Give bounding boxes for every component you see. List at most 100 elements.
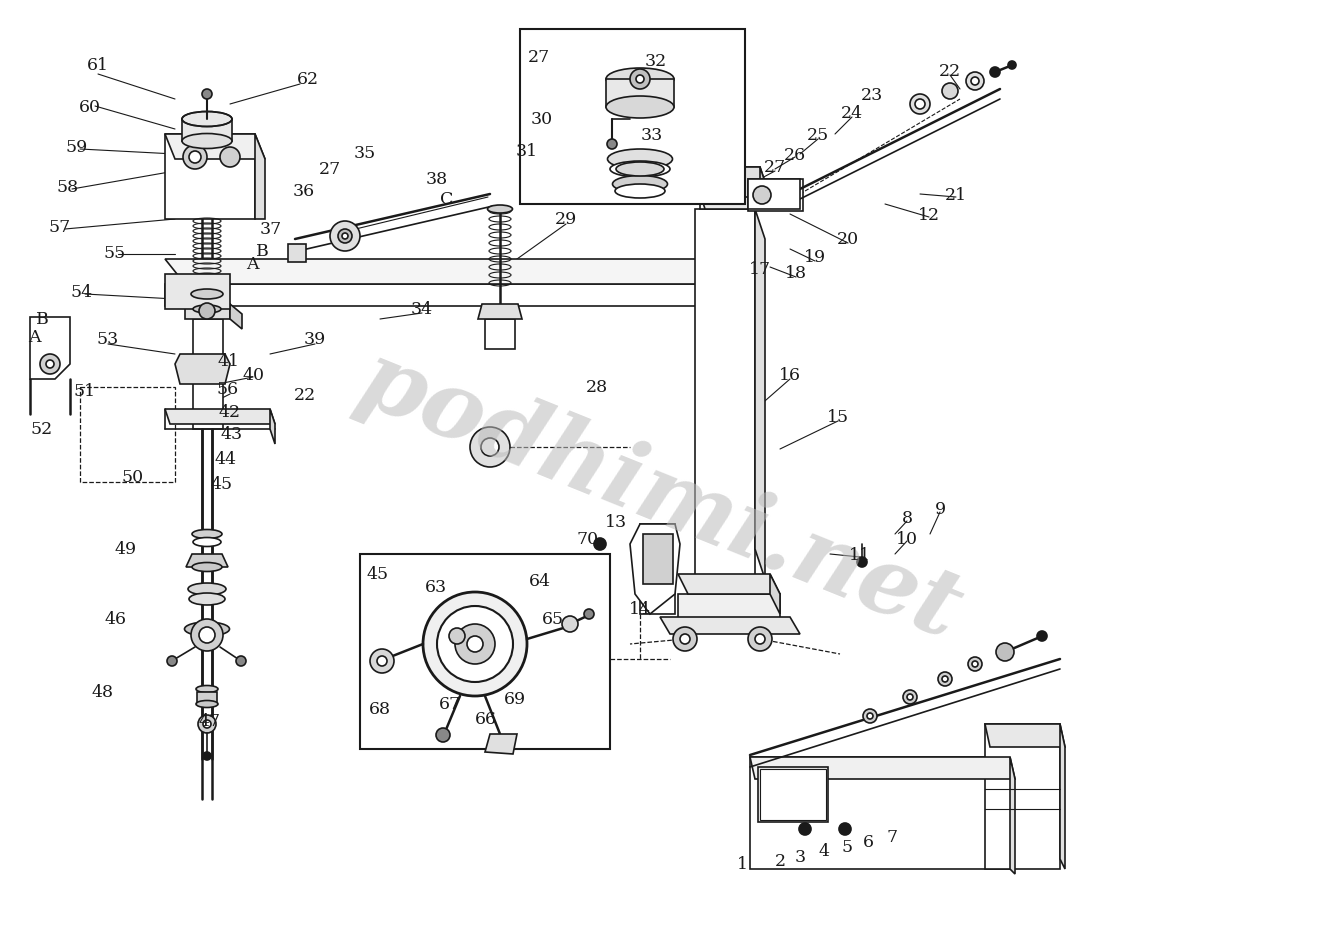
Text: 56: 56 [216,381,239,398]
Text: A: A [246,256,259,273]
Bar [700,168,760,210]
Circle shape [630,70,649,90]
Ellipse shape [616,163,664,177]
Polygon shape [271,410,275,445]
Text: 30: 30 [531,111,553,128]
Text: 49: 49 [115,541,137,558]
Text: 54: 54 [71,285,94,301]
Circle shape [455,624,495,665]
Text: 1: 1 [737,856,747,872]
Ellipse shape [615,184,665,198]
Text: 14: 14 [630,601,651,618]
Text: 12: 12 [917,206,940,224]
Circle shape [183,146,207,169]
Ellipse shape [195,686,218,693]
Ellipse shape [195,701,218,708]
Circle shape [907,695,913,700]
Text: 64: 64 [529,573,550,590]
Circle shape [607,139,616,150]
Polygon shape [696,178,755,210]
Circle shape [40,355,59,374]
Text: A: A [28,329,40,346]
Bar [678,594,780,620]
Text: 10: 10 [896,531,917,548]
Ellipse shape [191,530,222,539]
Text: 59: 59 [66,139,88,155]
Text: 28: 28 [586,379,609,396]
Circle shape [755,635,766,644]
Text: 69: 69 [504,691,527,708]
Text: B: B [256,243,268,260]
Text: 26: 26 [784,146,807,163]
Text: 13: 13 [605,514,627,531]
Text: 27: 27 [528,49,550,66]
Polygon shape [760,168,770,210]
Text: 38: 38 [426,171,447,188]
Text: 57: 57 [49,219,71,236]
Bar [81,388,176,482]
Text: 8: 8 [902,510,912,527]
Text: 15: 15 [826,409,849,426]
Polygon shape [186,554,228,567]
Circle shape [799,823,810,835]
Text: 2: 2 [775,853,785,870]
Bar [640,524,675,614]
Ellipse shape [182,112,232,127]
Polygon shape [230,305,242,329]
Text: 48: 48 [91,684,114,701]
Text: 44: 44 [214,451,236,468]
Text: 34: 34 [411,301,433,318]
Bar [165,285,700,307]
Circle shape [990,68,1001,78]
Circle shape [594,538,606,550]
Bar [520,30,744,205]
Circle shape [480,439,499,457]
Polygon shape [484,734,517,754]
Ellipse shape [610,162,671,178]
Text: 5: 5 [841,839,853,856]
Circle shape [189,152,201,164]
Text: 36: 36 [293,183,315,200]
Text: 27: 27 [319,161,341,179]
Circle shape [972,662,978,667]
Text: 24: 24 [841,106,863,123]
Ellipse shape [182,135,232,150]
Circle shape [330,222,360,252]
Circle shape [436,728,450,742]
Text: 68: 68 [370,701,391,718]
Circle shape [562,616,578,633]
Text: 46: 46 [104,611,125,628]
Polygon shape [1010,757,1015,874]
Circle shape [966,73,983,91]
Ellipse shape [606,69,675,91]
Circle shape [968,657,982,671]
Circle shape [711,179,729,195]
Text: 11: 11 [849,547,871,563]
Bar [985,724,1060,869]
Text: 32: 32 [645,53,667,70]
Circle shape [378,656,387,666]
Circle shape [840,823,851,835]
Text: 22: 22 [294,388,315,404]
Polygon shape [770,575,780,614]
Text: 6: 6 [862,834,874,851]
Circle shape [199,627,215,643]
Text: 40: 40 [242,367,264,384]
Bar [193,320,223,430]
Polygon shape [750,757,1015,779]
Polygon shape [755,210,766,579]
Text: 17: 17 [748,261,771,278]
Circle shape [203,720,211,728]
Polygon shape [30,317,70,380]
Polygon shape [165,410,275,425]
Circle shape [752,187,771,205]
Ellipse shape [487,206,512,213]
Text: podhimi.net: podhimi.net [346,334,974,658]
Circle shape [449,628,465,644]
Text: C: C [441,191,454,209]
Circle shape [942,677,948,682]
Circle shape [863,709,876,724]
Polygon shape [700,259,719,307]
Ellipse shape [185,622,230,636]
Text: 23: 23 [861,86,883,103]
